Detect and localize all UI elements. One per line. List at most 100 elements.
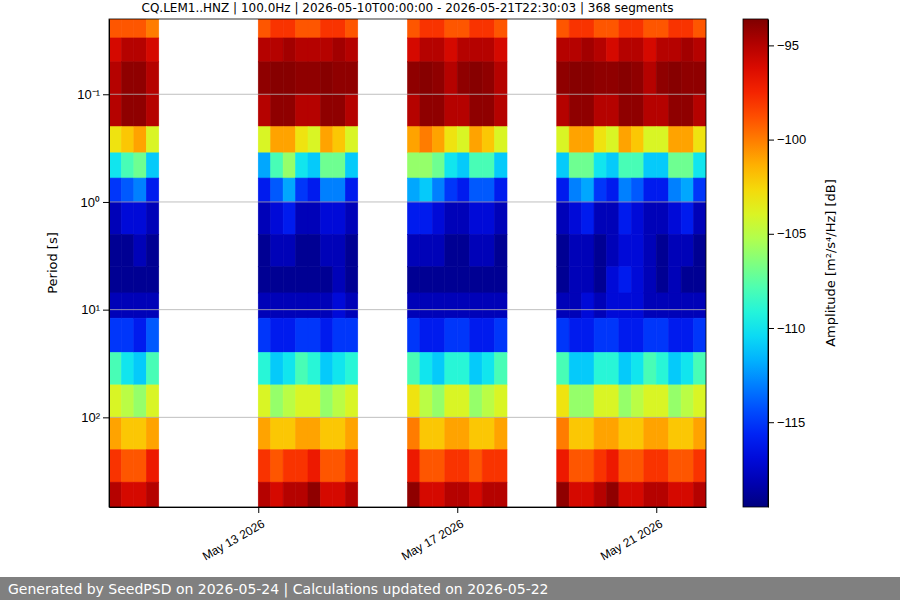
cell — [569, 178, 581, 202]
cell — [495, 353, 507, 385]
y-axis-line — [109, 20, 110, 508]
cell — [495, 127, 507, 153]
cell — [308, 202, 320, 234]
cell — [345, 353, 357, 385]
cell — [420, 353, 432, 385]
cell — [594, 267, 606, 293]
cell — [495, 94, 507, 126]
cell — [308, 234, 320, 266]
cell — [109, 450, 121, 482]
cell — [408, 178, 420, 202]
cell — [109, 38, 121, 62]
cell — [333, 293, 345, 318]
cell — [607, 385, 619, 417]
cell — [457, 417, 469, 449]
cell — [296, 318, 308, 352]
cell — [619, 38, 631, 62]
cell — [681, 482, 693, 507]
cell — [445, 482, 457, 507]
cell — [656, 94, 668, 126]
cell — [495, 202, 507, 234]
cell — [669, 293, 681, 318]
cell — [345, 19, 357, 38]
cell — [308, 94, 320, 126]
cell — [644, 127, 656, 153]
cell — [320, 234, 332, 266]
cell — [134, 267, 146, 293]
cell — [420, 19, 432, 38]
cell — [569, 353, 581, 385]
cell — [669, 234, 681, 266]
y-tick-label: 10⁰ — [81, 195, 100, 210]
cell — [582, 127, 594, 153]
cell — [631, 318, 643, 352]
cell — [109, 385, 121, 417]
cell — [420, 94, 432, 126]
cell — [296, 94, 308, 126]
colorbar — [743, 19, 768, 507]
cell — [619, 153, 631, 178]
cell — [607, 19, 619, 38]
colorbar-tick-mark — [768, 422, 774, 423]
cell — [333, 353, 345, 385]
cell — [445, 94, 457, 126]
cell — [457, 127, 469, 153]
cell — [557, 234, 569, 266]
cell — [121, 482, 133, 507]
cell — [345, 318, 357, 352]
cell — [408, 38, 420, 62]
y-tick: 10⁻¹ — [77, 87, 109, 102]
colorbar-tick-mark — [768, 45, 774, 46]
cell — [296, 417, 308, 449]
cell — [283, 482, 295, 507]
cell — [432, 318, 444, 352]
cell — [656, 267, 668, 293]
cell — [656, 318, 668, 352]
cell — [495, 385, 507, 417]
cell — [432, 353, 444, 385]
cell — [283, 62, 295, 94]
cell — [408, 153, 420, 178]
cell — [569, 417, 581, 449]
colorbar-tick-label: −95 — [777, 38, 799, 53]
cell — [656, 234, 668, 266]
cell — [308, 293, 320, 318]
cell — [482, 127, 494, 153]
cell — [557, 450, 569, 482]
cell — [594, 94, 606, 126]
cell — [408, 482, 420, 507]
cell — [569, 19, 581, 38]
cell — [582, 38, 594, 62]
cell — [557, 353, 569, 385]
cell — [109, 94, 121, 126]
cell — [495, 153, 507, 178]
cell — [345, 267, 357, 293]
cell — [283, 417, 295, 449]
cell — [345, 417, 357, 449]
cell — [308, 417, 320, 449]
cell — [470, 19, 482, 38]
cell — [258, 450, 270, 482]
cell — [258, 94, 270, 126]
cell — [607, 234, 619, 266]
cell — [146, 62, 158, 94]
cell — [470, 178, 482, 202]
cell — [121, 417, 133, 449]
cell — [669, 482, 681, 507]
cell — [109, 153, 121, 178]
cell — [121, 353, 133, 385]
cell — [345, 202, 357, 234]
cell — [134, 62, 146, 94]
cell — [631, 353, 643, 385]
cell — [457, 482, 469, 507]
cell — [669, 62, 681, 94]
plot-frame — [109, 19, 706, 507]
cell — [644, 450, 656, 482]
cell — [121, 450, 133, 482]
cell — [569, 385, 581, 417]
cell — [631, 202, 643, 234]
cell — [109, 178, 121, 202]
grid-line — [109, 201, 706, 202]
cell — [146, 94, 158, 126]
cell — [134, 318, 146, 352]
